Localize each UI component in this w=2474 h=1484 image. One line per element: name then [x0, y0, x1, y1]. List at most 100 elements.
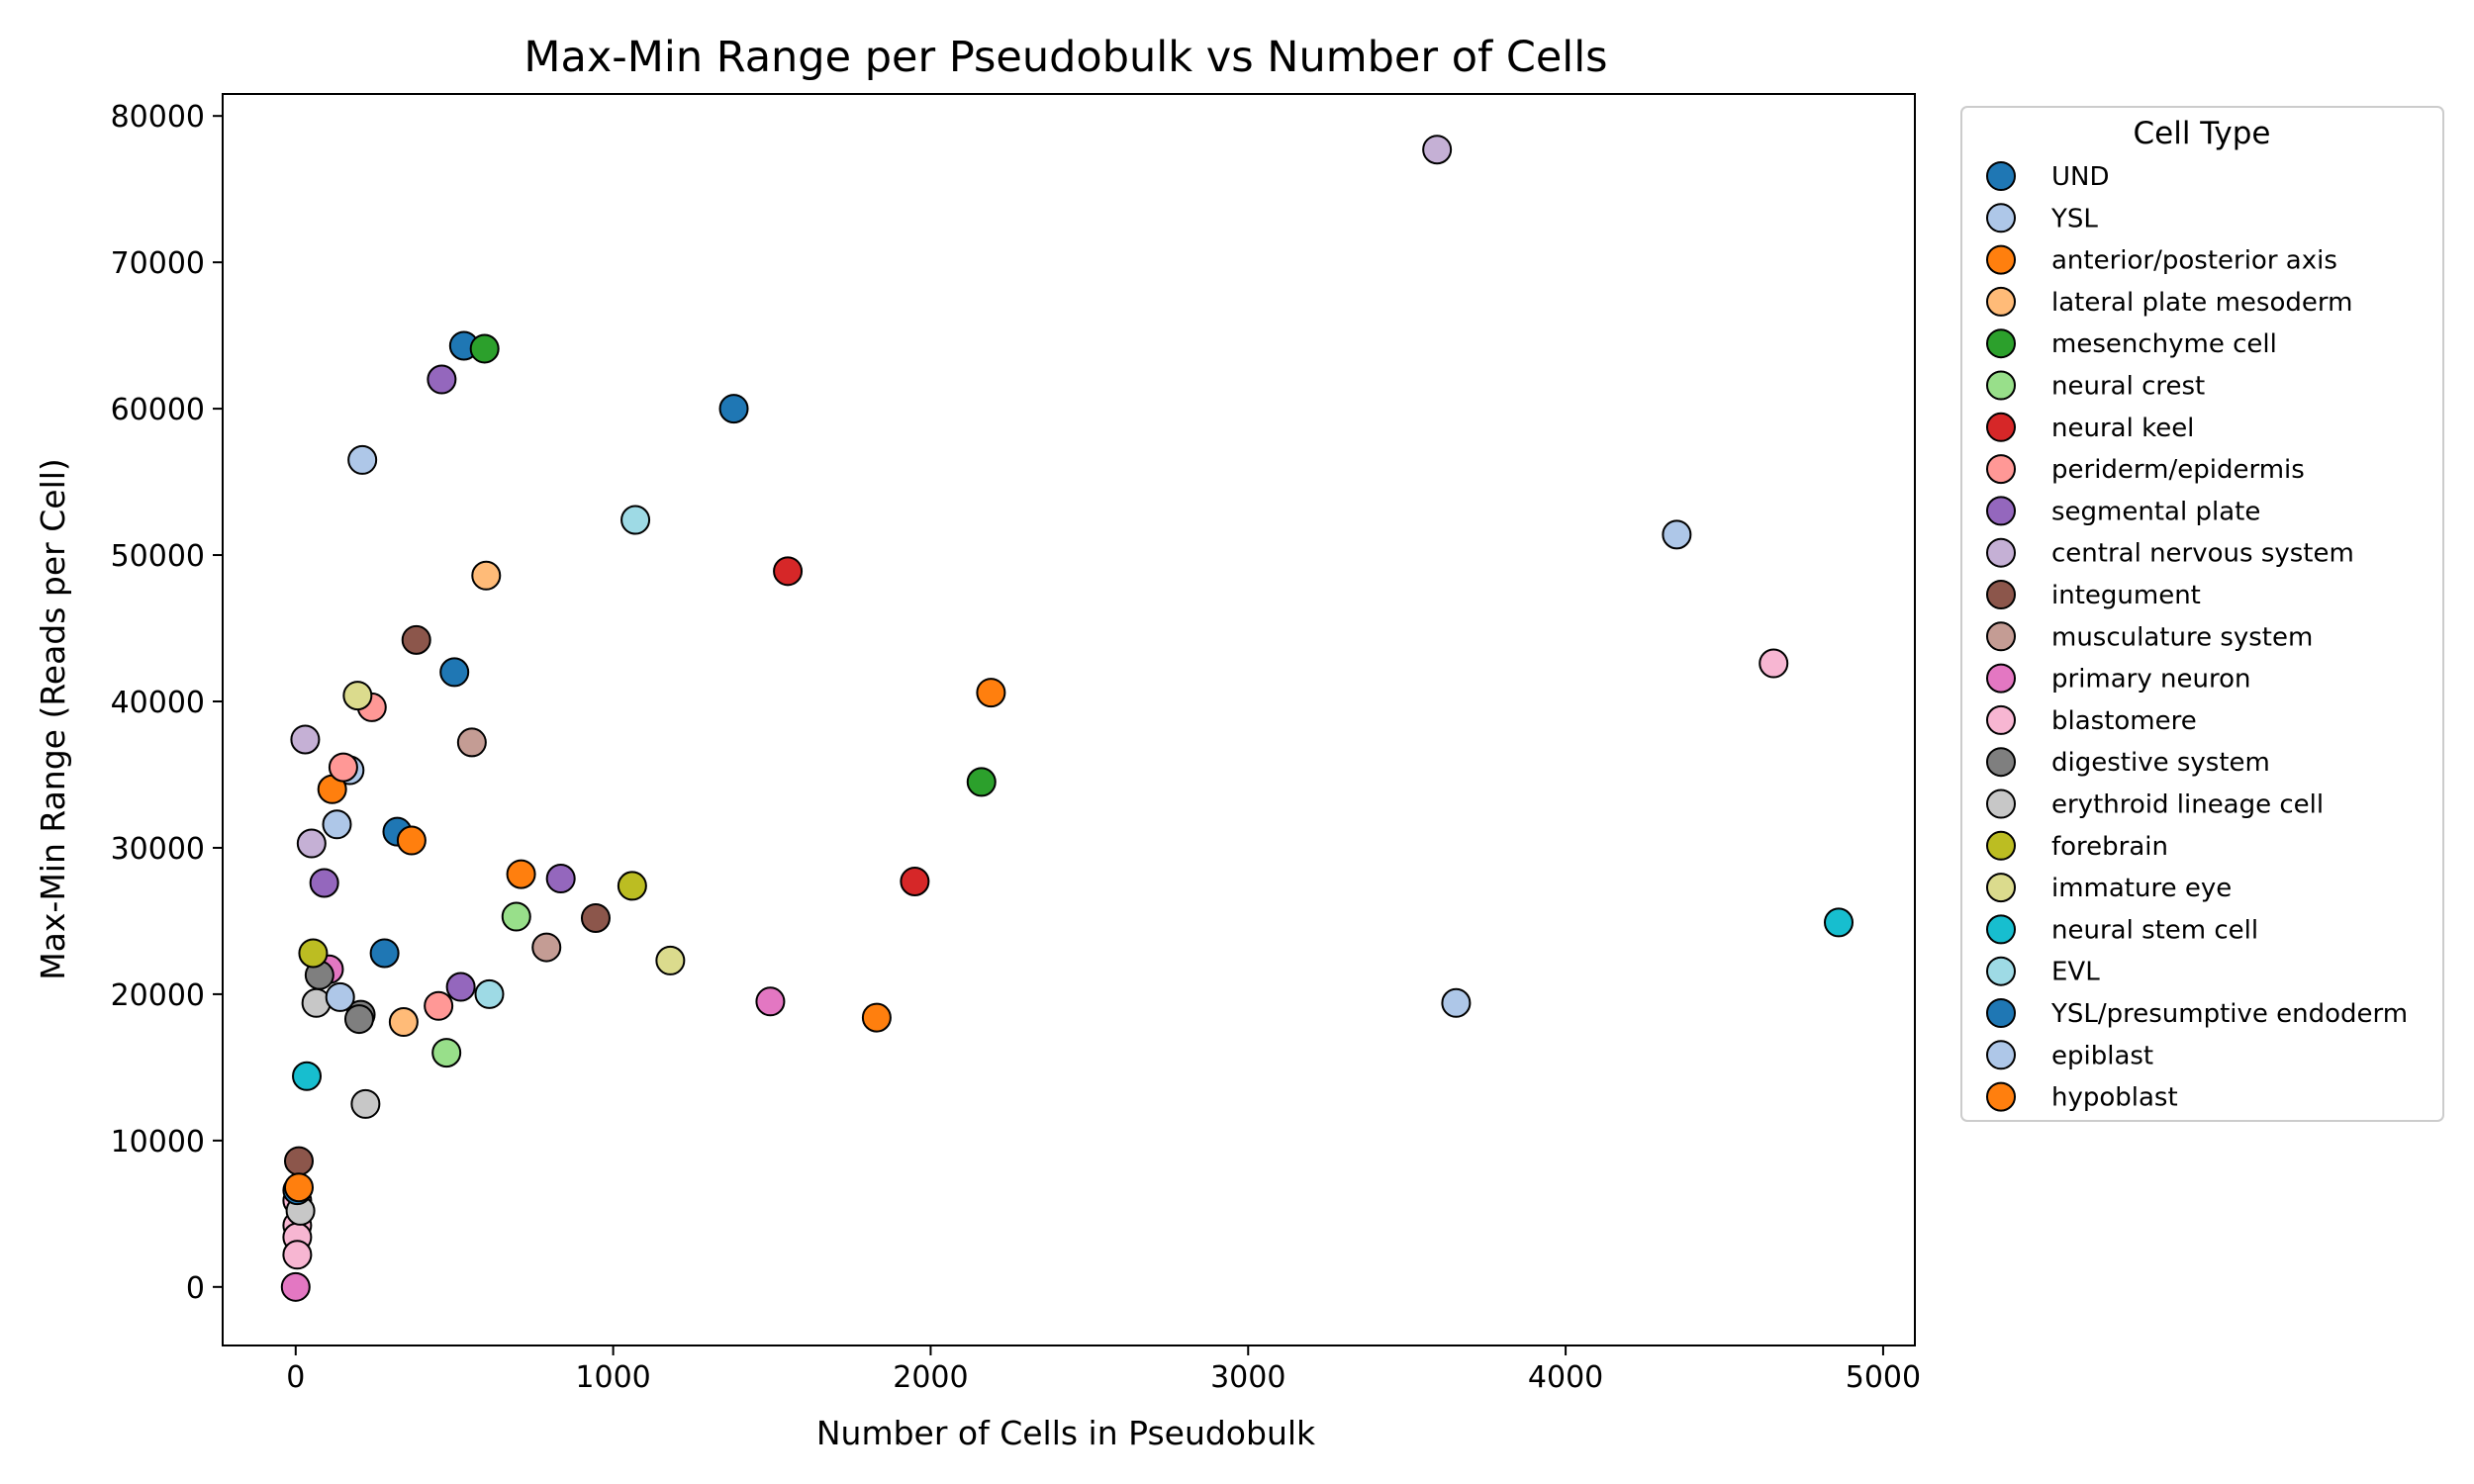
data-point	[617, 871, 647, 901]
x-tick-label: 1000	[575, 1360, 650, 1395]
data-point	[1441, 987, 1472, 1018]
legend-entry-label: neural crest	[2051, 372, 2205, 402]
legend-marker	[1986, 956, 2016, 986]
legend-marker	[1986, 454, 2016, 485]
data-point	[282, 1240, 313, 1270]
legend-marker	[1986, 161, 2016, 191]
legend-marker	[1986, 370, 2016, 401]
legend-marker	[1986, 704, 2016, 735]
data-point	[501, 901, 531, 932]
data-point	[298, 938, 329, 969]
legend-marker	[1986, 328, 2016, 359]
y-tick-label: 10000	[111, 1125, 205, 1159]
legend-marker	[1986, 747, 2016, 778]
data-point	[283, 1172, 314, 1203]
legend-frame	[1960, 106, 2444, 1122]
legend-entry-label: digestive system	[2051, 748, 2270, 778]
data-point	[445, 972, 476, 1002]
data-point	[474, 978, 505, 1009]
y-axis-label: Max-Min Range (Reads per Cell)	[34, 458, 72, 980]
data-point	[401, 624, 431, 655]
legend-marker	[1986, 998, 2016, 1028]
legend-marker	[1986, 1081, 2016, 1112]
legend: Cell Type UND YSL anterior/posterior axis l…	[1960, 106, 2444, 1122]
legend-marker	[1986, 1040, 2016, 1070]
legend-marker	[1986, 663, 2016, 694]
data-point	[439, 657, 470, 688]
legend-entry-label: epiblast	[2051, 1041, 2153, 1070]
data-point	[290, 724, 321, 755]
data-point	[580, 902, 611, 933]
legend-marker	[1986, 496, 2016, 526]
data-point	[456, 727, 487, 758]
x-axis-label: Number of Cells in Pseudobulk	[816, 1414, 1316, 1452]
legend-entry-label: YSL/presumptive endoderm	[2050, 999, 2408, 1029]
data-point	[309, 868, 339, 898]
legend-entry-label: lateral plate mesoderm	[2051, 288, 2352, 318]
data-point	[1422, 135, 1453, 165]
data-point	[471, 560, 502, 591]
legend-marker	[1986, 873, 2016, 903]
data-point	[296, 828, 327, 859]
chart-title: Max-Min Range per Pseudobulk vs Number o…	[523, 33, 1607, 82]
x-tick-label: 5000	[1846, 1360, 1921, 1395]
legend-entry-label: anterior/posterior axis	[2051, 246, 2337, 276]
legend-entry-label: immature eye	[2051, 874, 2232, 903]
data-point	[755, 986, 786, 1017]
data-point	[655, 945, 686, 975]
legend-marker	[1986, 621, 2016, 652]
legend-marker	[1986, 286, 2016, 317]
data-point	[396, 825, 427, 856]
legend-entry-label: erythroid lineage cell	[2051, 790, 2324, 820]
data-point	[1662, 519, 1692, 550]
data-point	[292, 1061, 323, 1091]
legend-entry-label: integument	[2051, 581, 2201, 610]
data-point	[342, 681, 373, 711]
data-point	[773, 556, 804, 587]
y-tick-label: 50000	[111, 539, 205, 574]
y-tick-label: 40000	[111, 686, 205, 720]
legend-entry-label: YSL	[2050, 204, 2098, 233]
data-point	[328, 752, 358, 783]
data-point	[322, 809, 352, 840]
legend-entry-label: UND	[2051, 162, 2110, 192]
plot-area-frame	[222, 93, 1916, 1346]
data-point	[469, 333, 500, 364]
legend-entry-label: EVL	[2051, 958, 2100, 987]
data-point	[283, 1146, 314, 1176]
data-point	[369, 938, 400, 969]
data-point	[545, 864, 576, 894]
legend-entry-label: central nervous system	[2051, 539, 2354, 569]
data-point	[620, 505, 651, 535]
data-point	[1759, 648, 1789, 679]
data-point	[343, 1004, 374, 1035]
y-tick-label: 80000	[111, 100, 205, 135]
legend-marker	[1986, 830, 2016, 861]
data-point	[1824, 907, 1855, 938]
y-tick-label: 0	[186, 1271, 205, 1306]
legend-title: Cell Type	[2133, 116, 2270, 151]
data-point	[388, 1007, 419, 1038]
data-point	[531, 932, 562, 963]
x-axis-ticks: 0 1000 2000 3000 4000 5000	[286, 1345, 1921, 1395]
data-point	[424, 990, 454, 1021]
legend-entry-label: mesenchyme cell	[2051, 329, 2277, 359]
data-point	[861, 1002, 892, 1033]
data-point	[900, 866, 930, 896]
scatter-points	[280, 135, 1855, 1302]
data-point	[976, 678, 1006, 708]
y-tick-label: 60000	[111, 393, 205, 427]
x-tick-label: 3000	[1210, 1360, 1285, 1395]
y-tick-label: 70000	[111, 246, 205, 281]
data-point	[325, 981, 355, 1012]
legend-entry-label: segmental plate	[2051, 497, 2260, 526]
data-point	[350, 1088, 381, 1119]
y-tick-label: 20000	[111, 978, 205, 1013]
legend-marker	[1986, 914, 2016, 945]
legend-marker	[1986, 580, 2016, 609]
legend-entry-label: neural keel	[2051, 414, 2194, 443]
y-tick-label: 30000	[111, 832, 205, 867]
x-tick-label: 2000	[893, 1360, 968, 1395]
legend-items: UND YSL anterior/posterior axis lateral pla…	[1986, 161, 2408, 1113]
